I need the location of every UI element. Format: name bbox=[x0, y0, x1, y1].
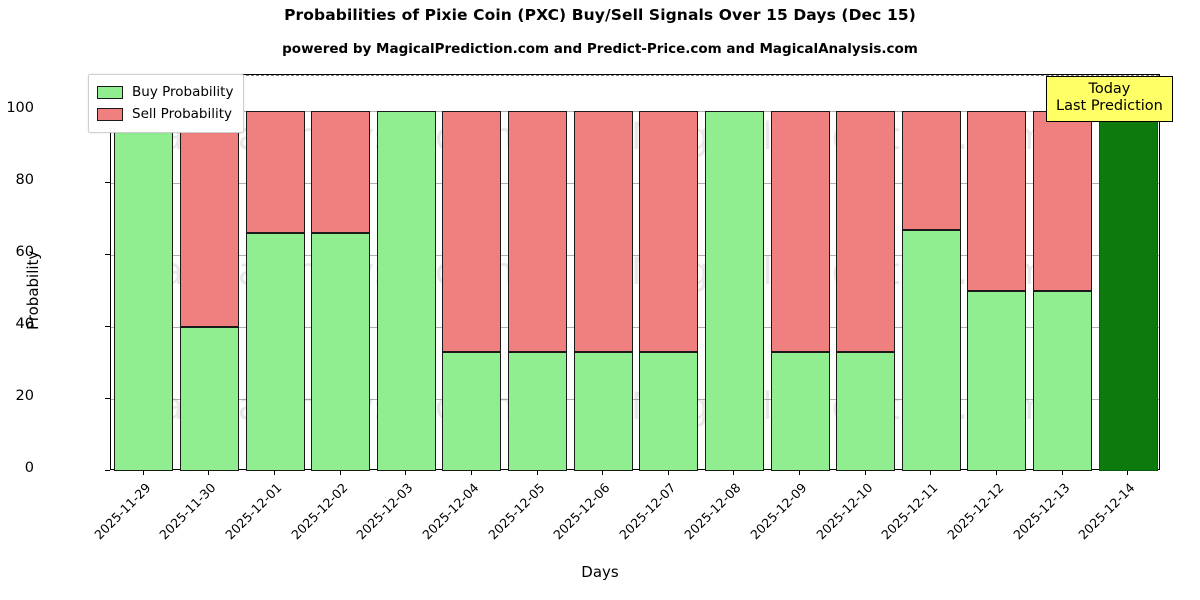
x-tick-mark bbox=[733, 470, 735, 475]
gridline bbox=[111, 183, 1159, 184]
bar-segment-buy[interactable] bbox=[311, 233, 371, 471]
x-tick-mark bbox=[142, 470, 144, 475]
plot-area: MagicalAnalysis.comMagicalPrediction.com… bbox=[110, 74, 1160, 471]
bar-group[interactable] bbox=[704, 75, 764, 471]
bar-segment-sell[interactable] bbox=[639, 111, 699, 353]
x-tick-mark bbox=[1127, 470, 1129, 475]
y-tick-label: 0 bbox=[24, 460, 34, 476]
legend-swatch-sell bbox=[97, 107, 123, 121]
chart-title: Probabilities of Pixie Coin (PXC) Buy/Se… bbox=[284, 6, 916, 24]
bar-segment-today[interactable] bbox=[1098, 111, 1158, 471]
bar-group[interactable] bbox=[573, 75, 633, 471]
bar-group[interactable] bbox=[1033, 75, 1093, 471]
bar-segment-sell[interactable] bbox=[836, 111, 896, 353]
legend-item-buy: Buy Probability bbox=[97, 81, 233, 103]
bar-segment-buy[interactable] bbox=[179, 327, 239, 471]
gridline bbox=[111, 399, 1159, 400]
x-tick-mark bbox=[602, 470, 604, 475]
today-annotation: Today Last Prediction bbox=[1046, 76, 1173, 123]
bar-group[interactable] bbox=[245, 75, 305, 471]
x-tick-mark bbox=[405, 470, 407, 475]
x-tick-mark bbox=[470, 470, 472, 475]
bar-segment-buy[interactable] bbox=[967, 291, 1027, 471]
bar-segment-buy[interactable] bbox=[573, 352, 633, 471]
gridline bbox=[111, 255, 1159, 256]
chart-subtitle: powered by MagicalPrediction.com and Pre… bbox=[282, 41, 918, 57]
bar-group[interactable] bbox=[639, 75, 699, 471]
bar-segment-sell[interactable] bbox=[1033, 111, 1093, 291]
bar-segment-sell[interactable] bbox=[179, 111, 239, 327]
bar-group[interactable] bbox=[442, 75, 502, 471]
bar-segment-sell[interactable] bbox=[311, 111, 371, 234]
bar-segment-sell[interactable] bbox=[901, 111, 961, 230]
legend-label-buy: Buy Probability bbox=[132, 84, 234, 100]
today-annotation-line1: Today bbox=[1088, 81, 1131, 97]
bar-segment-buy[interactable] bbox=[704, 111, 764, 471]
y-tick-label: 100 bbox=[6, 100, 34, 116]
y-tick-label: 80 bbox=[15, 172, 34, 188]
bar-segment-buy[interactable] bbox=[245, 233, 305, 471]
y-tick-mark bbox=[105, 398, 110, 399]
bar-group[interactable] bbox=[311, 75, 371, 471]
x-tick-mark bbox=[536, 470, 538, 475]
legend-swatch-buy bbox=[97, 85, 123, 99]
bar-segment-sell[interactable] bbox=[245, 111, 305, 234]
bar-group[interactable] bbox=[376, 75, 436, 471]
gridline bbox=[111, 111, 1159, 112]
x-tick-mark bbox=[930, 470, 932, 475]
bar-series-layer bbox=[111, 75, 1159, 471]
bar-segment-buy[interactable] bbox=[1033, 291, 1093, 471]
x-tick-mark bbox=[339, 470, 341, 475]
x-tick-mark bbox=[208, 470, 210, 475]
x-tick-mark bbox=[995, 470, 997, 475]
x-tick-mark bbox=[799, 470, 801, 475]
y-tick-label: 40 bbox=[15, 316, 34, 332]
y-tick-label: 20 bbox=[15, 388, 34, 404]
y-tick-mark bbox=[105, 182, 110, 183]
x-tick-mark bbox=[1061, 470, 1063, 475]
x-axis-label: Days bbox=[581, 563, 619, 581]
reference-line bbox=[111, 75, 1159, 76]
gridline bbox=[111, 327, 1159, 328]
bar-segment-buy[interactable] bbox=[114, 111, 174, 471]
y-tick-mark bbox=[105, 326, 110, 327]
bar-group[interactable] bbox=[508, 75, 568, 471]
bar-segment-buy[interactable] bbox=[508, 352, 568, 471]
bar-group[interactable] bbox=[179, 75, 239, 471]
x-tick-mark bbox=[667, 470, 669, 475]
y-tick-mark bbox=[105, 470, 110, 471]
bar-group[interactable] bbox=[114, 75, 174, 471]
bar-segment-buy[interactable] bbox=[836, 352, 896, 471]
bar-segment-sell[interactable] bbox=[508, 111, 568, 353]
today-annotation-line2: Last Prediction bbox=[1056, 98, 1163, 115]
bar-segment-buy[interactable] bbox=[639, 352, 699, 471]
y-tick-mark bbox=[105, 254, 110, 255]
legend-item-sell: Sell Probability bbox=[97, 103, 233, 125]
bar-segment-sell[interactable] bbox=[967, 111, 1027, 291]
bar-group[interactable] bbox=[770, 75, 830, 471]
bar-group[interactable] bbox=[967, 75, 1027, 471]
bar-segment-buy[interactable] bbox=[901, 229, 961, 471]
bar-segment-sell[interactable] bbox=[442, 111, 502, 353]
y-tick-label: 60 bbox=[15, 244, 34, 260]
bar-segment-buy[interactable] bbox=[770, 352, 830, 471]
bar-segment-buy[interactable] bbox=[442, 352, 502, 471]
x-tick-mark bbox=[864, 470, 866, 475]
bar-segment-sell[interactable] bbox=[770, 111, 830, 353]
bar-group[interactable] bbox=[901, 75, 961, 471]
bar-group[interactable] bbox=[836, 75, 896, 471]
chart-legend: Buy Probability Sell Probability bbox=[88, 74, 245, 133]
x-tick-mark bbox=[274, 470, 276, 475]
bar-segment-buy[interactable] bbox=[376, 111, 436, 471]
legend-label-sell: Sell Probability bbox=[132, 106, 233, 122]
bar-group[interactable] bbox=[1098, 75, 1158, 471]
bar-segment-sell[interactable] bbox=[573, 111, 633, 353]
